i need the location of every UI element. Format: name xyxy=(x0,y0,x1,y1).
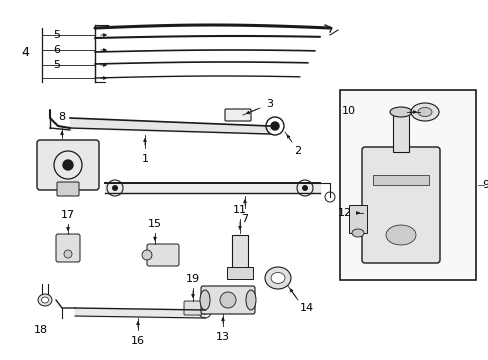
Ellipse shape xyxy=(64,250,72,258)
Text: 14: 14 xyxy=(299,303,313,313)
FancyBboxPatch shape xyxy=(37,140,99,190)
Ellipse shape xyxy=(264,267,290,289)
Ellipse shape xyxy=(200,290,209,310)
Bar xyxy=(339,90,475,280)
Bar xyxy=(392,112,408,152)
Ellipse shape xyxy=(270,273,285,284)
Ellipse shape xyxy=(385,225,415,245)
Text: 5: 5 xyxy=(53,30,60,40)
Ellipse shape xyxy=(389,107,411,117)
Text: 7: 7 xyxy=(241,214,248,224)
Text: 16: 16 xyxy=(131,336,145,346)
Circle shape xyxy=(112,185,118,191)
FancyBboxPatch shape xyxy=(183,301,202,315)
Bar xyxy=(348,205,366,233)
Bar xyxy=(372,175,428,185)
FancyBboxPatch shape xyxy=(201,286,254,314)
Circle shape xyxy=(202,310,207,315)
FancyBboxPatch shape xyxy=(56,234,80,262)
Text: 9: 9 xyxy=(481,180,488,190)
Text: 5: 5 xyxy=(53,60,60,70)
Ellipse shape xyxy=(220,292,236,308)
FancyBboxPatch shape xyxy=(57,182,79,196)
Text: 17: 17 xyxy=(61,210,75,220)
Ellipse shape xyxy=(410,103,438,121)
FancyBboxPatch shape xyxy=(224,109,250,121)
Text: 18: 18 xyxy=(34,325,48,335)
Ellipse shape xyxy=(38,294,52,306)
Bar xyxy=(226,267,252,279)
Text: 19: 19 xyxy=(185,274,200,284)
Text: 3: 3 xyxy=(265,99,272,109)
Text: 10: 10 xyxy=(341,106,355,116)
FancyBboxPatch shape xyxy=(361,147,439,263)
Bar xyxy=(231,235,247,270)
FancyBboxPatch shape xyxy=(147,244,179,266)
Text: 8: 8 xyxy=(59,112,65,122)
Text: 4: 4 xyxy=(21,46,29,59)
Text: 1: 1 xyxy=(141,154,148,164)
Ellipse shape xyxy=(245,290,256,310)
Circle shape xyxy=(270,122,279,130)
Ellipse shape xyxy=(142,250,152,260)
Text: 11: 11 xyxy=(232,205,246,215)
Ellipse shape xyxy=(417,108,431,117)
Text: 15: 15 xyxy=(148,219,162,229)
Ellipse shape xyxy=(351,229,363,237)
Circle shape xyxy=(63,160,73,170)
Text: 13: 13 xyxy=(216,332,229,342)
Circle shape xyxy=(302,185,307,191)
Text: 6: 6 xyxy=(53,45,60,55)
Ellipse shape xyxy=(41,297,48,303)
Text: 2: 2 xyxy=(293,146,301,156)
Text: 12: 12 xyxy=(337,208,351,218)
